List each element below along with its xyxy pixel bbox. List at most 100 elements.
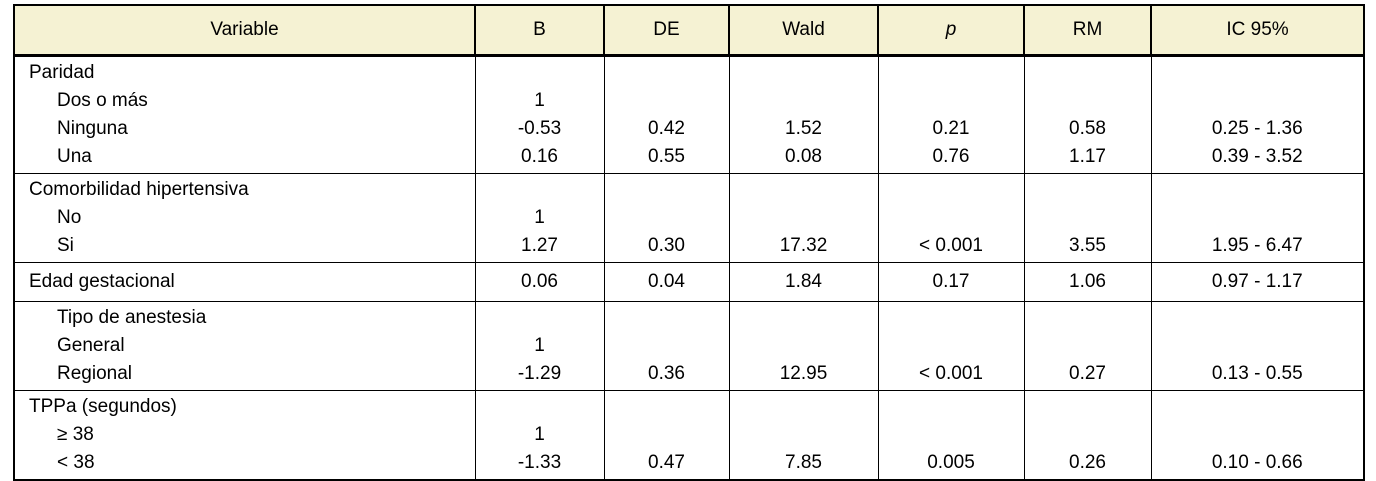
value-text: 1.06	[1069, 271, 1106, 292]
value-cell: 0.26	[1023, 390, 1152, 481]
variable-label: Una	[57, 146, 92, 167]
column-header-rm: RM	[1023, 4, 1152, 57]
regression-table-wrapper: Variable B DE Wald p RM IC 95% Paridad Do…	[13, 4, 1365, 481]
value-cell: 0.42 0.55	[603, 55, 730, 174]
column-header-p: p	[877, 4, 1025, 57]
variable-label: TPPa (segundos)	[29, 396, 177, 417]
value-text: 1	[534, 90, 545, 111]
value-text: 0.04	[648, 271, 685, 292]
value-text: 0.17	[932, 271, 970, 292]
value-text: 1.84	[785, 271, 822, 292]
value-cell: 0.04	[603, 262, 730, 302]
variable-label: Edad gestacional	[29, 271, 175, 292]
value-text	[879, 176, 1024, 204]
value-text	[879, 87, 1024, 115]
value-text	[879, 304, 1024, 332]
value-cell: 1.84	[728, 262, 879, 302]
value-cell: 0.30	[603, 173, 730, 263]
value-cell: 0.13 - 0.55	[1150, 301, 1365, 391]
value-cell: 0.06	[474, 262, 605, 302]
value-cell: 0.58 1.17	[1023, 55, 1152, 174]
column-header-de: DE	[603, 4, 730, 57]
variable-cell: Tipo de anestesia General Regional	[13, 301, 476, 391]
column-header-wald: Wald	[728, 4, 879, 57]
header-row: Variable B DE Wald p RM IC 95%	[13, 4, 1365, 57]
column-header-ic95: IC 95%	[1150, 4, 1365, 57]
value-text: 17.32	[779, 235, 828, 256]
value-text: 0.76	[932, 146, 970, 167]
value-text: 0.47	[648, 452, 685, 473]
value-text: 0.005	[927, 452, 975, 473]
value-text: 0.97 - 1.17	[1211, 271, 1303, 292]
value-cell: < 0.001	[877, 173, 1025, 263]
value-text	[605, 332, 729, 360]
value-text	[730, 204, 878, 232]
value-text	[605, 204, 729, 232]
table-section-0: Paridad Dos o más Ninguna Una 1 -0.53 0.16 0.…	[13, 55, 1365, 174]
value-cell: 0.17	[877, 262, 1025, 302]
variable-label: Si	[57, 235, 74, 256]
value-text: -0.53	[517, 118, 562, 139]
value-text: 0.58	[1069, 118, 1106, 139]
value-text	[476, 176, 604, 204]
value-cell: 0.97 - 1.17	[1150, 262, 1365, 302]
variable-label: Paridad	[29, 62, 95, 83]
table-body: Paridad Dos o más Ninguna Una 1 -0.53 0.16 0.…	[13, 55, 1365, 481]
value-text	[1025, 59, 1151, 87]
value-cell: 0.47	[603, 390, 730, 481]
variable-label: Dos o más	[57, 90, 148, 111]
value-cell: 1.95 - 6.47	[1150, 173, 1365, 263]
value-text	[730, 332, 878, 360]
value-cell: 0.27	[1023, 301, 1152, 391]
variable-label: < 38	[57, 452, 95, 473]
variable-label: General	[57, 335, 125, 356]
regression-table: Variable B DE Wald p RM IC 95% Paridad Do…	[13, 4, 1365, 481]
value-text: 1.17	[1069, 146, 1106, 167]
table-section-3: Tipo de anestesia General Regional 1 -1.29 …	[13, 301, 1365, 391]
variable-label: No	[57, 207, 82, 228]
value-text	[1025, 332, 1151, 360]
value-text: 1	[534, 335, 545, 356]
value-text: 0.25 - 1.36	[1211, 118, 1303, 139]
value-text	[879, 393, 1024, 421]
variable-label: Regional	[57, 363, 132, 384]
table-section-4: TPPa (segundos) ≥ 38 < 38 1 -1.33 0.47 7.85…	[13, 390, 1365, 481]
value-cell: 1 -1.33	[474, 390, 605, 481]
value-text	[605, 59, 729, 87]
column-header-b: B	[474, 4, 605, 57]
value-text	[730, 421, 878, 449]
value-text: 1.52	[785, 118, 822, 139]
variable-label: Ninguna	[57, 118, 128, 139]
value-text	[1152, 59, 1364, 87]
value-text: 0.13 - 0.55	[1211, 363, 1303, 384]
value-text: 7.85	[785, 452, 822, 473]
value-text	[1152, 393, 1364, 421]
value-cell: 3.55	[1023, 173, 1152, 263]
value-text: 1	[534, 424, 545, 445]
value-text	[730, 176, 878, 204]
value-cell: 1 -0.53 0.16	[474, 55, 605, 174]
value-text	[1152, 304, 1364, 332]
table-section-1: Comorbilidad hipertensiva No Si 1 1.27 0.30…	[13, 173, 1365, 263]
value-text	[605, 87, 729, 115]
variable-label: Tipo de anestesia	[57, 307, 207, 328]
value-text	[730, 304, 878, 332]
value-text	[1152, 204, 1364, 232]
value-text: 0.10 - 0.66	[1211, 452, 1303, 473]
value-text	[730, 87, 878, 115]
value-text	[605, 176, 729, 204]
value-text: 0.06	[521, 271, 558, 292]
value-text	[1025, 204, 1151, 232]
value-text	[879, 59, 1024, 87]
value-cell: 7.85	[728, 390, 879, 481]
value-text	[1025, 393, 1151, 421]
value-cell: 0.21 0.76	[877, 55, 1025, 174]
value-text	[605, 393, 729, 421]
value-text	[1025, 176, 1151, 204]
value-cell: 0.10 - 0.66	[1150, 390, 1365, 481]
value-text	[879, 204, 1024, 232]
value-text	[1152, 332, 1364, 360]
value-cell: 1 1.27	[474, 173, 605, 263]
value-cell: 0.005	[877, 390, 1025, 481]
value-text: 0.16	[521, 146, 558, 167]
